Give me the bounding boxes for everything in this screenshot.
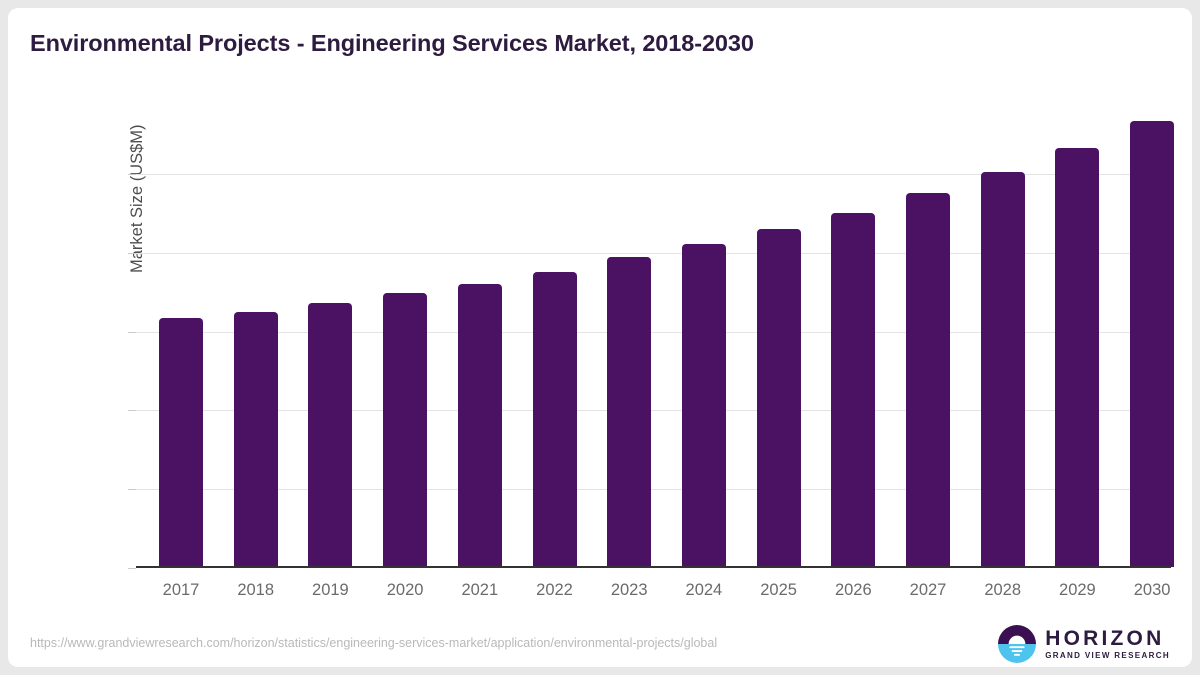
- x-tick-label: 2025: [760, 581, 797, 599]
- x-tick-label: 2022: [536, 581, 573, 599]
- gridline: [136, 410, 1171, 412]
- x-tick-label: 2019: [312, 581, 349, 599]
- bar[interactable]: [159, 317, 203, 567]
- x-tick-label: 2026: [834, 581, 872, 599]
- x-tick-label: 2028: [984, 581, 1022, 599]
- bar[interactable]: [607, 257, 652, 567]
- y-tick-mark: [128, 489, 136, 491]
- source-url[interactable]: https://www.grandviewresearch.com/horizo…: [30, 636, 718, 650]
- x-tick-label: 2029: [1059, 581, 1096, 599]
- x-tick-label: 2027: [909, 581, 947, 599]
- x-tick-label: 2020: [386, 581, 424, 599]
- gridline: [136, 489, 1171, 491]
- y-tick-mark: [128, 252, 136, 254]
- x-tick-label: 2024: [685, 581, 723, 599]
- bar[interactable]: [308, 302, 353, 567]
- bar[interactable]: [1055, 147, 1100, 567]
- x-tick-label: 2018: [237, 581, 275, 599]
- horizon-logo[interactable]: HORIZON GRAND VIEW RESEARCH: [998, 625, 1170, 663]
- plot-area: Market Size (US$M) 0200k400k600k800k1,00…: [128, 103, 1175, 599]
- logo-tagline: GRAND VIEW RESEARCH: [1045, 651, 1170, 660]
- x-tick-label: 2030: [1133, 581, 1171, 599]
- y-tick-mark: [128, 173, 136, 175]
- x-tick-label: 2017: [162, 581, 200, 599]
- bar[interactable]: [457, 284, 502, 567]
- bar[interactable]: [756, 228, 801, 567]
- page-title: Environmental Projects - Engineering Ser…: [30, 30, 754, 56]
- bar[interactable]: [980, 172, 1025, 567]
- bar[interactable]: [906, 193, 950, 567]
- horizon-logo-text: HORIZON GRAND VIEW RESEARCH: [1045, 628, 1170, 660]
- logo-wordmark: HORIZON: [1045, 627, 1165, 650]
- chart-card: Environmental Projects - Engineering Ser…: [8, 8, 1192, 667]
- bar[interactable]: [532, 272, 577, 567]
- horizon-logo-icon: [998, 625, 1037, 663]
- bar[interactable]: [233, 311, 278, 567]
- y-tick-mark: [128, 568, 136, 569]
- x-axis-line: [136, 566, 1171, 568]
- x-tick-label: 2023: [610, 581, 648, 599]
- gridline: [136, 331, 1171, 333]
- y-axis-title: Market Size (US$M): [128, 124, 146, 273]
- gridline: [136, 252, 1171, 254]
- bar[interactable]: [681, 243, 726, 567]
- bar[interactable]: [831, 212, 876, 567]
- bar[interactable]: [1130, 121, 1175, 567]
- x-tick-label: 2021: [461, 581, 499, 599]
- y-tick-mark: [128, 331, 136, 333]
- y-tick-mark: [128, 410, 136, 412]
- bar[interactable]: [383, 292, 428, 567]
- gridline: [136, 173, 1171, 175]
